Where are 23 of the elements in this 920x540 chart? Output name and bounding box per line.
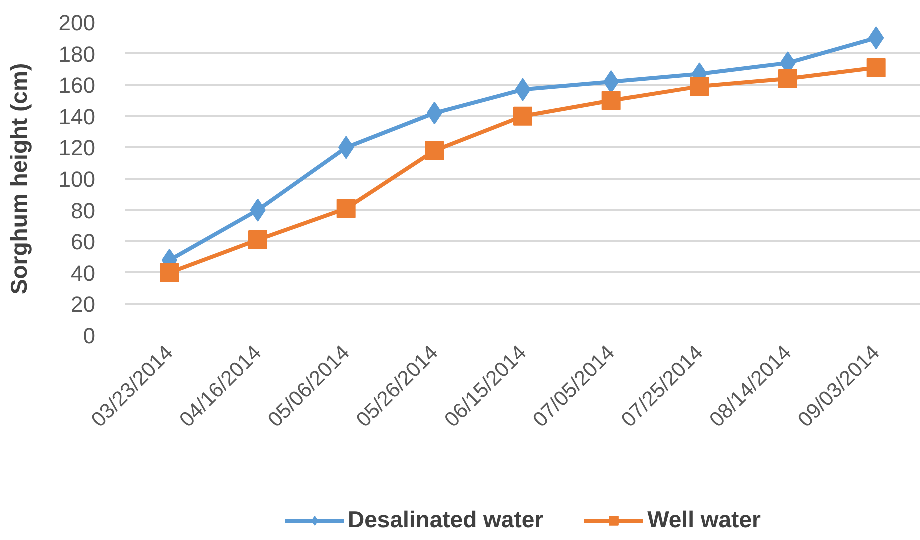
- y-tick-label: 80: [71, 198, 96, 224]
- y-tick-label: 120: [58, 136, 96, 161]
- y-axis-title: Sorghum height (cm): [6, 63, 32, 295]
- legend-label: Desalinated water: [348, 506, 544, 534]
- y-tick-label: 0: [83, 324, 96, 348]
- y-tick-label: 160: [58, 73, 96, 98]
- point: [514, 106, 532, 126]
- y-tick-label: 180: [58, 42, 96, 67]
- point: [248, 230, 268, 250]
- legend-label: Well water: [648, 506, 761, 534]
- point: [690, 77, 710, 96]
- y-tick-label: 200: [58, 10, 96, 36]
- point: [336, 199, 356, 218]
- point: [866, 58, 886, 78]
- y-tick-label: 20: [71, 292, 96, 318]
- point: [602, 91, 621, 110]
- point: [778, 69, 798, 88]
- point: [425, 141, 444, 160]
- y-tick-label: 40: [71, 260, 96, 286]
- y-tick-label: 60: [71, 230, 96, 255]
- y-tick-label: 140: [58, 104, 96, 130]
- point: [160, 263, 180, 282]
- y-tick-label: 100: [58, 167, 96, 192]
